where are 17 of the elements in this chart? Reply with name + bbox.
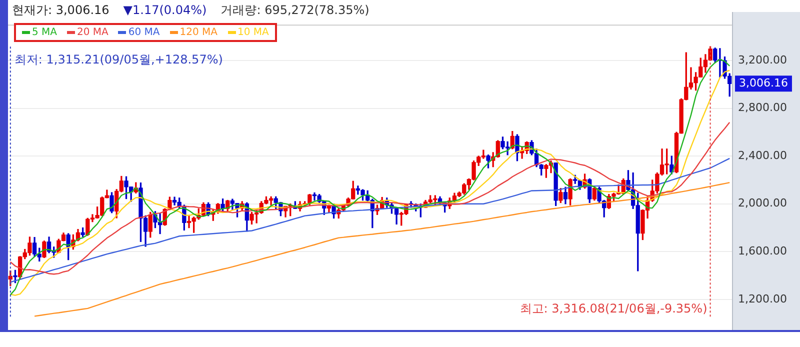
legend-label: 20 MA (77, 27, 108, 38)
legend-label: 60 MA (128, 27, 160, 38)
annotation: 최고: 3,316.08(21/06월,-9.35%) (520, 302, 708, 316)
y-tick-label: 1,200.00 (738, 292, 787, 306)
legend-label: 10 MA (238, 27, 269, 38)
y-tick-label: 3,200.00 (738, 53, 787, 66)
legend-label: 5 MA (32, 27, 58, 38)
y-tick-label: 2,400.00 (738, 148, 787, 162)
text: 거래량: 695,272(78.35%) (220, 2, 370, 18)
y-tick-label: 2,800.00 (738, 101, 787, 114)
text: 현재가: 3,006.16 (12, 2, 110, 18)
legend-label: 120 MA (180, 27, 218, 38)
annotation: 최저: 1,315.21(09/05월,+128.57%) (14, 52, 223, 67)
text: ▼1.17(0.04%) (123, 3, 207, 17)
text: 3,006.16 (739, 76, 788, 90)
y-tick-label: 2,000.00 (738, 196, 787, 210)
y-tick-label: 1,600.00 (738, 244, 787, 258)
